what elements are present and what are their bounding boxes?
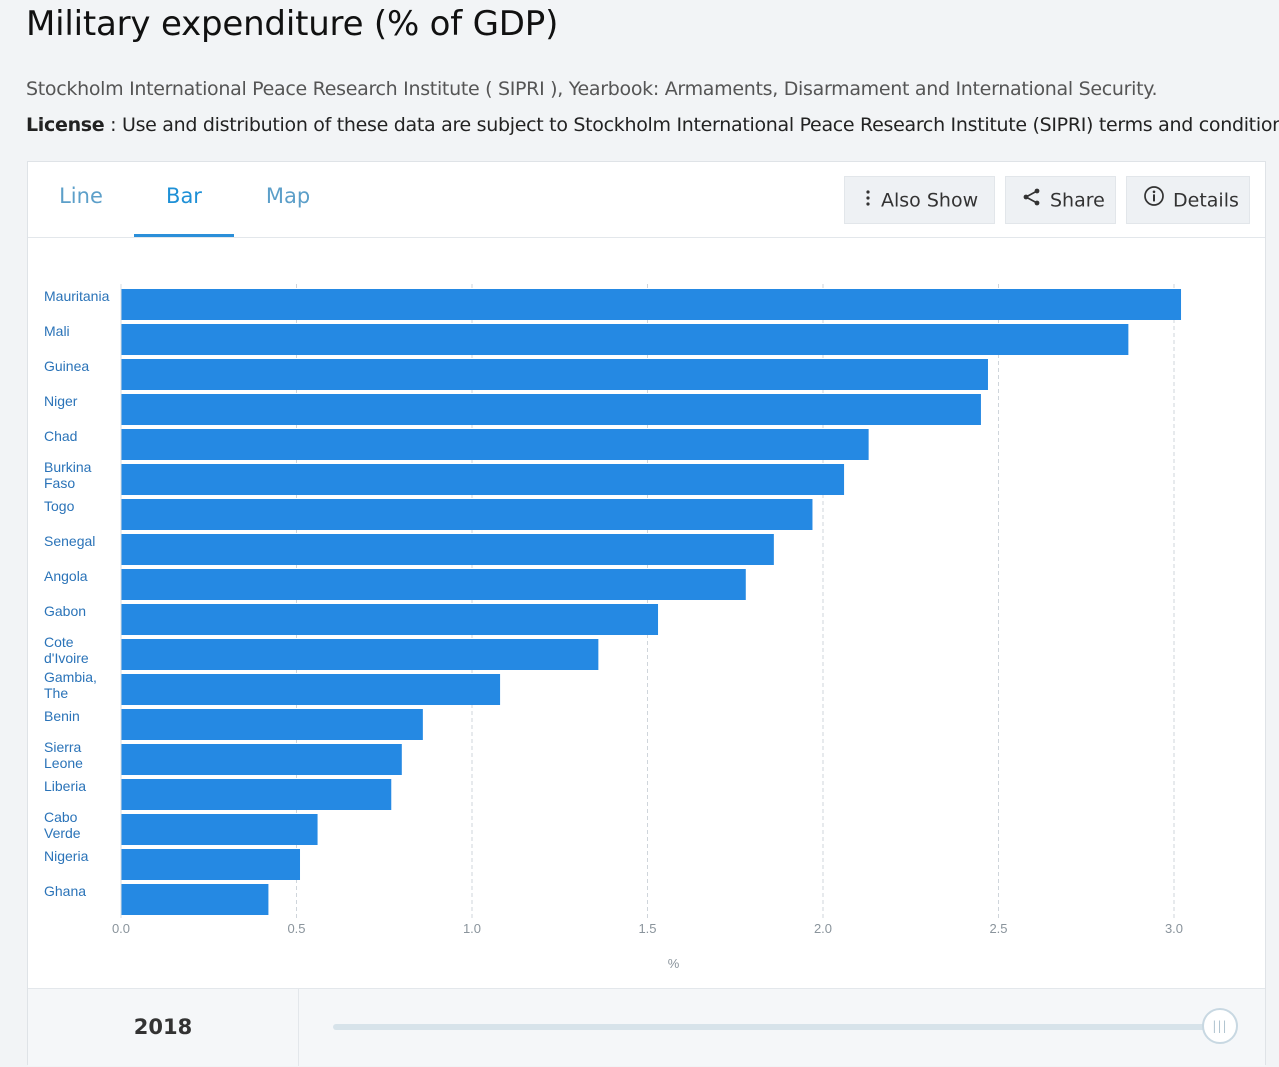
page-title: Military expenditure (% of GDP): [26, 4, 559, 44]
bar: [121, 779, 392, 810]
details-button[interactable]: Details: [1126, 176, 1250, 224]
year-slider-track[interactable]: [333, 1024, 1223, 1030]
bar: [121, 849, 301, 880]
more-vertical-icon: [863, 178, 873, 224]
x-tick-label: 3.0: [1165, 921, 1183, 936]
chart-card: Line Bar Map Also Show Share: [27, 161, 1266, 1066]
also-show-button[interactable]: Also Show: [844, 176, 995, 224]
bar: [121, 604, 659, 635]
bar: [121, 569, 746, 600]
category-label: Cabo Verde: [44, 809, 81, 841]
details-label: Details: [1173, 189, 1239, 212]
category-label: Niger: [44, 393, 78, 409]
bar: [121, 324, 1129, 355]
tab-bar: Line Bar Map Also Show Share: [28, 162, 1265, 238]
timeline-footer: 2018 |||: [28, 988, 1265, 1066]
bar: [121, 464, 845, 495]
x-tick-label: 1.0: [463, 921, 481, 936]
share-label: Share: [1050, 189, 1105, 212]
bar: [121, 639, 599, 670]
share-icon: [1022, 178, 1042, 224]
x-tick-label: 2.0: [814, 921, 832, 936]
bar: [121, 289, 1182, 320]
license-body: : Use and distribution of these data are…: [104, 114, 1279, 136]
bar: [121, 394, 981, 425]
category-label: Sierra Leone: [44, 739, 83, 771]
category-label: Benin: [44, 708, 80, 724]
category-label: Chad: [44, 428, 77, 444]
category-label: Ghana: [44, 883, 86, 899]
grip-icon: |||: [1212, 1019, 1228, 1033]
bar: [121, 674, 501, 705]
category-label: Togo: [44, 498, 75, 514]
category-label: Gabon: [44, 603, 86, 619]
tab-map[interactable]: Map: [265, 184, 311, 208]
category-label: Gambia, The: [44, 669, 97, 701]
category-label: Angola: [44, 568, 88, 584]
x-tick-label: 0.0: [112, 921, 130, 936]
x-axis-label: %: [668, 956, 680, 971]
category-label: Cote d'Ivoire: [44, 634, 89, 666]
tab-bar-chart[interactable]: Bar: [134, 162, 234, 237]
x-tick-label: 1.5: [638, 921, 656, 936]
bar: [121, 709, 423, 740]
bar-chart: 0.0 0.5 1.0 1.5 2.0 2.5 3.0% Mauritania Mali Guin…: [44, 284, 1183, 971]
share-button[interactable]: Share: [1005, 176, 1116, 224]
bar: [121, 814, 318, 845]
bar: [121, 429, 869, 460]
x-tick-label: 2.5: [989, 921, 1007, 936]
bar: [121, 884, 269, 915]
selected-year: 2018: [28, 989, 299, 1066]
source-text: Stockholm International Peace Research I…: [26, 78, 1158, 100]
category-label: Liberia: [44, 778, 86, 794]
bar: [121, 499, 813, 530]
category-label: Guinea: [44, 358, 89, 374]
bar: [121, 744, 402, 775]
info-icon: [1143, 178, 1165, 224]
year-slider-handle[interactable]: |||: [1202, 1008, 1238, 1044]
category-label: Mali: [44, 323, 70, 339]
category-label: Senegal: [44, 533, 95, 549]
also-show-label: Also Show: [881, 189, 979, 212]
category-label: Burkina Faso: [44, 459, 92, 491]
category-label: Nigeria: [44, 848, 89, 864]
tab-line[interactable]: Line: [59, 184, 103, 208]
x-tick-label: 0.5: [287, 921, 305, 936]
bar: [121, 359, 988, 390]
license-text: License : Use and distribution of these …: [26, 114, 1279, 136]
bar: [121, 534, 774, 565]
category-label: Mauritania: [44, 288, 110, 304]
license-label: License: [26, 114, 105, 136]
